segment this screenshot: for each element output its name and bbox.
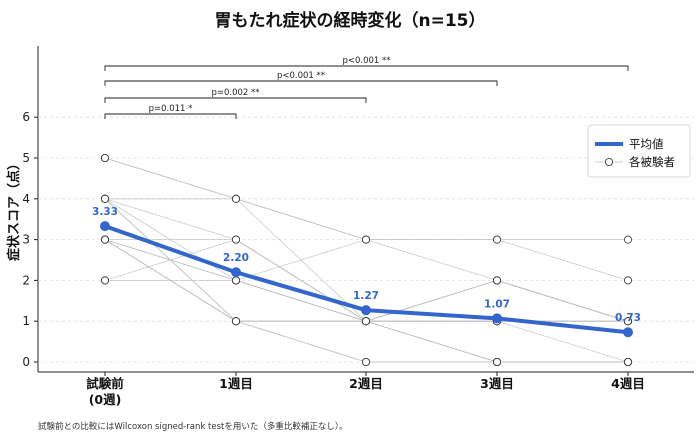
significance-bracket [104, 97, 367, 103]
x-tick-label: (0週) [89, 392, 122, 407]
subject-point [101, 153, 110, 162]
subject-line [105, 239, 629, 281]
y-tick-label: 6 [22, 110, 30, 124]
subject-point [101, 276, 110, 285]
mean-point [231, 267, 241, 278]
mean-data-label: 0.73 [615, 312, 641, 324]
subject-point [492, 357, 501, 366]
footnote: 試験前との比較にはWilcoxon signed-rank testを用いた（多… [38, 422, 348, 432]
y-tick-label: 2 [22, 273, 30, 287]
mean-data-label: 1.07 [484, 298, 510, 310]
y-tick-label: 4 [22, 192, 30, 206]
subject-point [624, 276, 633, 285]
significance-label: p<0.001 ** [342, 56, 390, 66]
x-tick-label: 3週目 [480, 376, 514, 391]
mean-data-label: 2.20 [223, 252, 249, 264]
subject-point [361, 357, 370, 366]
significance-label: p=0.002 ** [211, 88, 259, 98]
significance-label: p<0.001 ** [277, 71, 325, 81]
significance-bracket [104, 80, 498, 86]
x-tick-label: 4週目 [611, 376, 645, 391]
subject-point [101, 235, 110, 244]
y-tick-label: 0 [22, 355, 30, 369]
subject-point [492, 235, 501, 244]
significance-bracket [104, 65, 629, 71]
subject-point [492, 276, 501, 285]
subject-point [361, 317, 370, 326]
y-axis-label: 症状スコア（点） [6, 157, 22, 261]
mean-point [492, 313, 502, 324]
x-tick-label: 2週目 [349, 376, 383, 391]
legend-mean-label: 平均値 [629, 137, 664, 151]
subject-point [231, 235, 240, 244]
mean-data-label: 3.33 [92, 206, 118, 218]
subject-point [101, 194, 110, 203]
x-tick-label: 試験前 [86, 376, 124, 391]
x-tick-label: 1週目 [219, 376, 253, 391]
significance-label: p=0.011 * [149, 104, 193, 114]
subject-point [624, 317, 633, 326]
subject-line [104, 198, 629, 322]
y-tick-label: 3 [22, 233, 30, 247]
subject-line [105, 198, 628, 322]
mean-point [100, 221, 110, 232]
chart-title: 胃もたれ症状の経時変化（n=15） [214, 11, 486, 31]
legend-subject-label: 各被験者 [629, 155, 675, 169]
subject-point [624, 235, 633, 244]
y-tick-label: 5 [22, 151, 30, 165]
legend-subject-swatch-marker [605, 157, 614, 166]
mean-point [361, 305, 371, 316]
subject-point [361, 235, 370, 244]
mean-data-label: 1.27 [353, 290, 379, 302]
subject-point [231, 276, 240, 285]
mean-point [623, 327, 633, 338]
subject-point [624, 357, 633, 366]
subject-point [231, 317, 240, 326]
significance-bracket [104, 113, 237, 119]
subject-point [231, 194, 240, 203]
y-tick-label: 1 [22, 314, 30, 328]
legend-box [587, 124, 691, 178]
